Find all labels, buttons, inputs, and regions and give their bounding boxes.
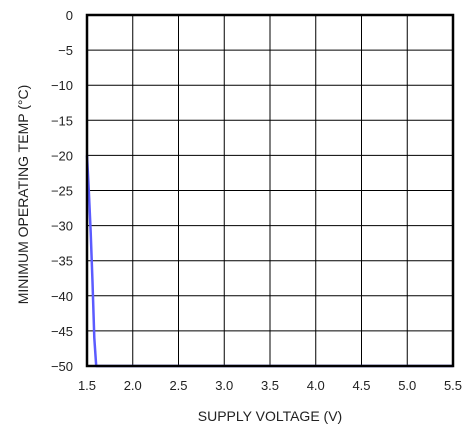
- y-tick-label: −40: [51, 289, 73, 304]
- y-tick-label: −30: [51, 219, 73, 234]
- x-tick-label: 1.5: [78, 378, 96, 393]
- y-tick-label: −50: [51, 359, 73, 374]
- x-tick-label: 2.5: [169, 378, 187, 393]
- x-tick-label: 3.5: [261, 378, 279, 393]
- x-tick-label: 4.0: [307, 378, 325, 393]
- plot-frame: [85, 13, 455, 368]
- x-tick-label: 4.5: [352, 378, 370, 393]
- x-tick-label: 2.0: [124, 378, 142, 393]
- y-tick-label: −5: [58, 43, 73, 58]
- y-axis-label: MINIMUM OPERATING TEMP (°C): [15, 85, 31, 305]
- y-tick-label: 0: [66, 8, 73, 23]
- y-tick-label: −35: [51, 254, 73, 269]
- x-tick-labels: 1.5 2.0 2.5 3.0 3.5 4.0 4.5 5.0 5.5: [78, 378, 462, 393]
- y-tick-label: −10: [51, 78, 73, 93]
- x-tick-label: 3.0: [215, 378, 233, 393]
- y-tick-label: −25: [51, 184, 73, 199]
- x-axis-label: SUPPLY VOLTAGE (V): [198, 408, 342, 424]
- y-tick-label: −45: [51, 324, 73, 339]
- x-tick-label: 5.5: [444, 378, 462, 393]
- y-tick-label: −20: [51, 148, 73, 163]
- grid: [86, 14, 454, 367]
- x-tick-label: 5.0: [398, 378, 416, 393]
- y-tick-label: −15: [51, 113, 73, 128]
- y-tick-labels: 0 −5 −10 −15 −20 −25 −30 −35 −40 −45 −50: [51, 8, 73, 374]
